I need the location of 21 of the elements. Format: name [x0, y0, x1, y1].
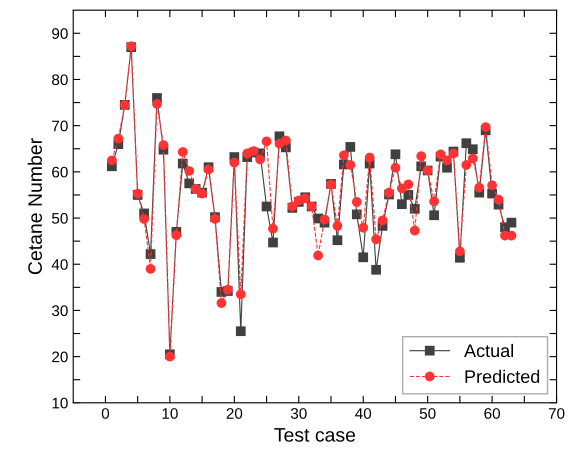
- x-axis-title: Test case: [274, 428, 356, 442]
- y-tick-label: 80: [52, 74, 68, 86]
- y-tick-label: 90: [52, 28, 68, 39]
- x-tick-label: 60: [484, 408, 500, 419]
- y-tick-label: 50: [52, 212, 68, 224]
- x-tick-label: 70: [548, 408, 564, 419]
- x-tick-label: 40: [355, 408, 372, 419]
- x-tick-label: 20: [226, 408, 242, 419]
- y-axis-title: Cetane Number: [28, 138, 42, 274]
- y-tick-label: 40: [52, 259, 68, 270]
- x-tick-label: 0: [102, 408, 110, 419]
- legend-label: Predicted: [466, 370, 540, 383]
- y-tick-label: 70: [52, 120, 68, 132]
- y-tick-label: 60: [52, 166, 68, 178]
- x-tick-label: 50: [420, 408, 436, 419]
- y-tick-label: 10: [52, 398, 68, 408]
- x-tick-label: 10: [162, 408, 178, 419]
- y-tick-label: 30: [52, 305, 68, 316]
- x-tick-label: 30: [290, 408, 307, 419]
- y-tick-label: 20: [52, 351, 68, 362]
- legend-label: Actual: [464, 344, 514, 358]
